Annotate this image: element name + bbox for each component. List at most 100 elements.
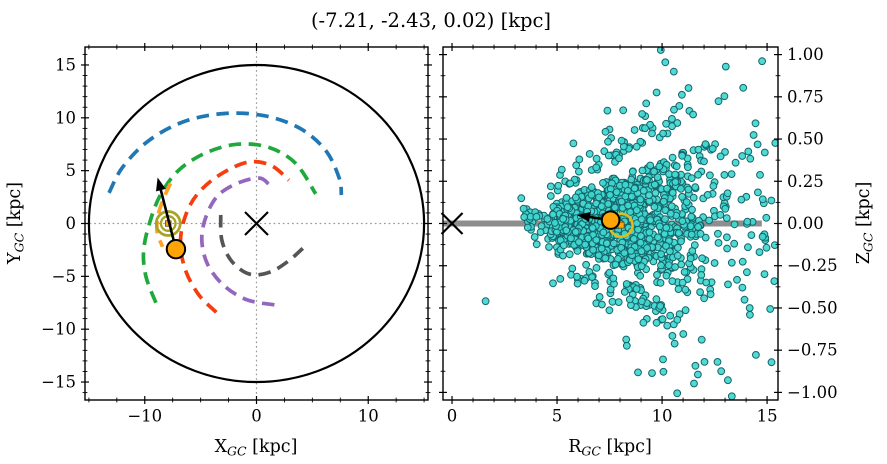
scatter-point bbox=[739, 83, 748, 92]
scatter-point bbox=[609, 274, 618, 283]
scatter-point bbox=[674, 229, 683, 237]
scatter-point bbox=[724, 376, 732, 385]
scatter-point bbox=[653, 271, 661, 279]
scatter-point bbox=[673, 389, 682, 398]
y-axis-label-right: ZGC [kpc] bbox=[854, 182, 876, 265]
scatter-point bbox=[661, 215, 669, 224]
scatter-point bbox=[614, 298, 623, 307]
scatter-point bbox=[709, 182, 718, 190]
scatter-point bbox=[679, 330, 688, 338]
scatter-point bbox=[659, 129, 667, 138]
scatter-point bbox=[684, 84, 693, 92]
scatter-point bbox=[694, 145, 703, 154]
scatter-point bbox=[575, 167, 583, 176]
scatter-point bbox=[573, 279, 582, 288]
scatter-point bbox=[559, 251, 567, 260]
y-axis-label-left: YGC [kpc] bbox=[5, 182, 27, 265]
target-star-marker bbox=[600, 210, 621, 230]
scatter-point bbox=[714, 97, 723, 106]
scatter-point bbox=[747, 231, 756, 240]
scatter-point bbox=[606, 191, 614, 199]
scatter-point bbox=[595, 193, 603, 202]
scatter-point bbox=[744, 147, 753, 156]
scatter-point bbox=[723, 233, 731, 242]
scatter-point bbox=[592, 236, 601, 244]
scatter-point bbox=[770, 241, 778, 249]
scatter-point bbox=[671, 178, 680, 186]
scatter-point bbox=[721, 62, 730, 71]
scatter-point bbox=[677, 184, 685, 193]
scatter-point bbox=[523, 223, 532, 232]
scatter-point bbox=[549, 210, 557, 219]
scatter-point bbox=[754, 188, 762, 197]
scatter-point bbox=[682, 198, 691, 207]
scatter-point bbox=[650, 167, 658, 176]
y-tick-label: −10 bbox=[41, 320, 76, 339]
scatter-point bbox=[650, 203, 659, 211]
spiral-arm-norma-arm bbox=[218, 214, 305, 277]
scatter-point bbox=[770, 277, 778, 285]
scatter-point bbox=[622, 341, 631, 350]
scatter-point bbox=[632, 206, 641, 215]
scatter-point bbox=[758, 232, 767, 241]
scatter-point bbox=[575, 238, 583, 247]
scatter-point bbox=[639, 318, 648, 327]
scatter-point bbox=[627, 192, 636, 201]
scatter-point bbox=[546, 192, 555, 200]
scatter-point bbox=[589, 246, 597, 254]
scatter-point bbox=[594, 251, 603, 260]
scatter-point bbox=[638, 166, 647, 175]
scatter-point bbox=[597, 244, 606, 253]
x-tick-label: 10 bbox=[652, 407, 673, 426]
scatter-point bbox=[566, 179, 575, 188]
scatter-point bbox=[697, 271, 706, 279]
x-tick-label: −10 bbox=[127, 407, 162, 426]
scatter-point bbox=[634, 255, 643, 264]
scatter-point bbox=[662, 119, 670, 128]
scatter-point bbox=[549, 279, 557, 288]
scatter-point bbox=[691, 183, 700, 192]
scatter-point bbox=[751, 119, 760, 128]
scatter-point bbox=[659, 367, 668, 376]
scatter-point bbox=[569, 139, 578, 148]
scatter-point bbox=[622, 335, 631, 344]
scatter-point bbox=[571, 193, 580, 202]
scatter-point bbox=[760, 270, 769, 279]
scatter-point bbox=[605, 306, 614, 315]
scatter-point bbox=[587, 190, 596, 199]
scatter-point bbox=[720, 171, 729, 179]
scatter-point bbox=[696, 288, 704, 297]
scatter-point bbox=[532, 240, 541, 249]
scatter-point bbox=[731, 158, 740, 167]
scatter-point bbox=[755, 248, 764, 257]
sun-marker-outer-ring bbox=[154, 210, 182, 237]
scatter-point bbox=[532, 212, 541, 221]
scatter-point bbox=[568, 264, 577, 273]
y-tick-label: 10 bbox=[55, 108, 76, 127]
scatter-point bbox=[617, 197, 626, 206]
y-tick-label: −15 bbox=[41, 373, 76, 392]
scatter-point bbox=[670, 105, 678, 114]
scatter-point bbox=[661, 58, 670, 67]
scatter-point bbox=[708, 144, 717, 153]
scatter-point bbox=[648, 369, 656, 378]
scatter-point bbox=[572, 161, 581, 170]
y-tick-label: 0.25 bbox=[787, 172, 824, 191]
scatter-point bbox=[701, 233, 710, 242]
scatter-point bbox=[766, 305, 775, 313]
scatter-point bbox=[671, 170, 679, 179]
scatter-point bbox=[559, 215, 567, 223]
scatter-point bbox=[592, 264, 601, 272]
scatter-point bbox=[680, 268, 689, 276]
scatter-point bbox=[673, 251, 682, 260]
scatter-point bbox=[724, 280, 732, 289]
scatter-point bbox=[556, 275, 565, 283]
x-axis-label-right: RGC [kpc] bbox=[568, 437, 652, 459]
scatter-point bbox=[573, 272, 581, 281]
scatter-point bbox=[677, 237, 685, 246]
arrow-shaft bbox=[159, 187, 178, 250]
scatter-point bbox=[592, 154, 601, 163]
scatter-point bbox=[519, 204, 528, 213]
scatter-point bbox=[655, 222, 664, 231]
y-tick-label: 5 bbox=[66, 161, 77, 180]
